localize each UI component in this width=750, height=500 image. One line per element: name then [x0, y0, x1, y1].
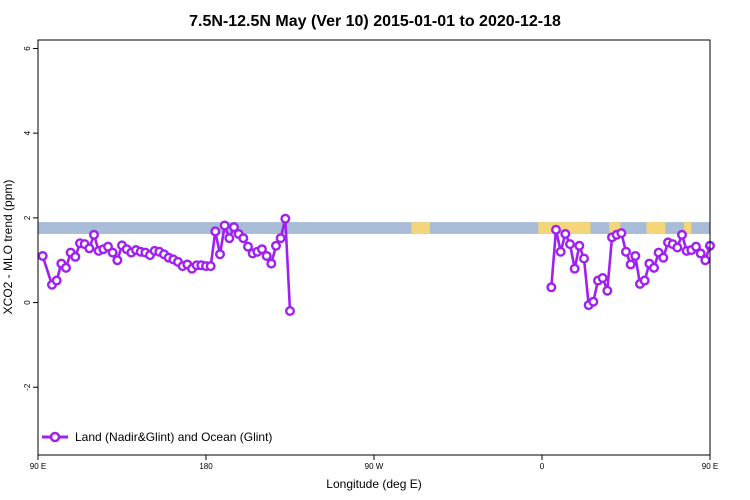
series-line: [704, 244, 711, 251]
x-tick-label: 90 E: [702, 462, 718, 471]
data-point: [621, 246, 632, 257]
land-band-segment: [538, 222, 591, 234]
data-point: [691, 241, 702, 252]
data-point: [271, 240, 282, 251]
x-tick-label: 90 E: [30, 462, 46, 471]
data-point: [224, 233, 235, 244]
data-point: [280, 213, 291, 224]
data-point: [266, 258, 277, 269]
ocean-band: [38, 222, 710, 234]
data-point: [579, 253, 590, 264]
legend-label: Land (Nadir&Glint) and Ocean (Glint): [75, 430, 272, 444]
data-point: [695, 248, 706, 259]
land-band-segment: [411, 222, 430, 234]
x-axis: 90 E 180 90 W 0 90 E: [30, 455, 718, 471]
data-point: [275, 233, 286, 244]
coverage-band: [38, 222, 710, 234]
data-point: [700, 255, 711, 266]
data-point: [658, 252, 669, 263]
data-point: [649, 262, 660, 273]
data-point: [565, 239, 576, 250]
x-tick-label: 90 W: [365, 462, 384, 471]
data-point: [88, 229, 99, 240]
data-point: [602, 285, 613, 296]
data-point: [242, 241, 253, 252]
series-layer: [37, 213, 716, 317]
data-point: [219, 220, 230, 231]
land-band-segment: [646, 222, 666, 234]
x-axis-label: Longitude (deg E): [326, 477, 421, 491]
y-tick-label: 6: [23, 46, 32, 51]
y-tick-label: -2: [23, 383, 32, 391]
x-tick-label: 180: [199, 462, 213, 471]
legend-marker: [49, 431, 61, 443]
y-tick-label: 4: [23, 130, 32, 135]
data-point: [51, 275, 62, 286]
data-point: [551, 224, 562, 235]
land-band-segment: [609, 222, 621, 234]
data-point: [630, 250, 641, 261]
data-point: [597, 272, 608, 283]
data-point: [112, 255, 123, 266]
data-point: [70, 251, 81, 262]
data-point: [574, 240, 585, 251]
y-tick-label: 0: [23, 300, 32, 305]
y-tick-label: 2: [23, 215, 32, 220]
data-point: [261, 250, 272, 261]
data-point: [214, 249, 225, 260]
data-point: [546, 282, 557, 293]
data-point: [569, 263, 580, 274]
data-point: [677, 229, 688, 240]
x-tick-label: 0: [540, 462, 545, 471]
land-band-segment: [683, 222, 692, 234]
data-point: [625, 259, 636, 270]
data-point: [238, 233, 249, 244]
data-point: [210, 226, 221, 237]
y-axis-label: XCO2 - MLO trend (ppm): [1, 180, 15, 315]
legend: Land (Nadir&Glint) and Ocean (Glint): [42, 430, 272, 444]
data-point: [61, 262, 72, 273]
data-point: [205, 261, 216, 272]
data-point: [285, 306, 296, 317]
y-axis: -2 0 2 4 6: [23, 46, 38, 391]
data-point: [672, 242, 683, 253]
data-point: [588, 296, 599, 307]
data-point: [560, 228, 571, 239]
data-point: [257, 244, 268, 255]
data-point: [228, 222, 239, 233]
data-point: [616, 228, 627, 239]
data-point: [555, 246, 566, 257]
chart-title: 7.5N-12.5N May (Ver 10) 2015-01-01 to 20…: [189, 13, 561, 30]
data-point: [107, 247, 118, 258]
data-point: [37, 250, 48, 261]
data-point: [639, 275, 650, 286]
data-point: [84, 243, 95, 254]
